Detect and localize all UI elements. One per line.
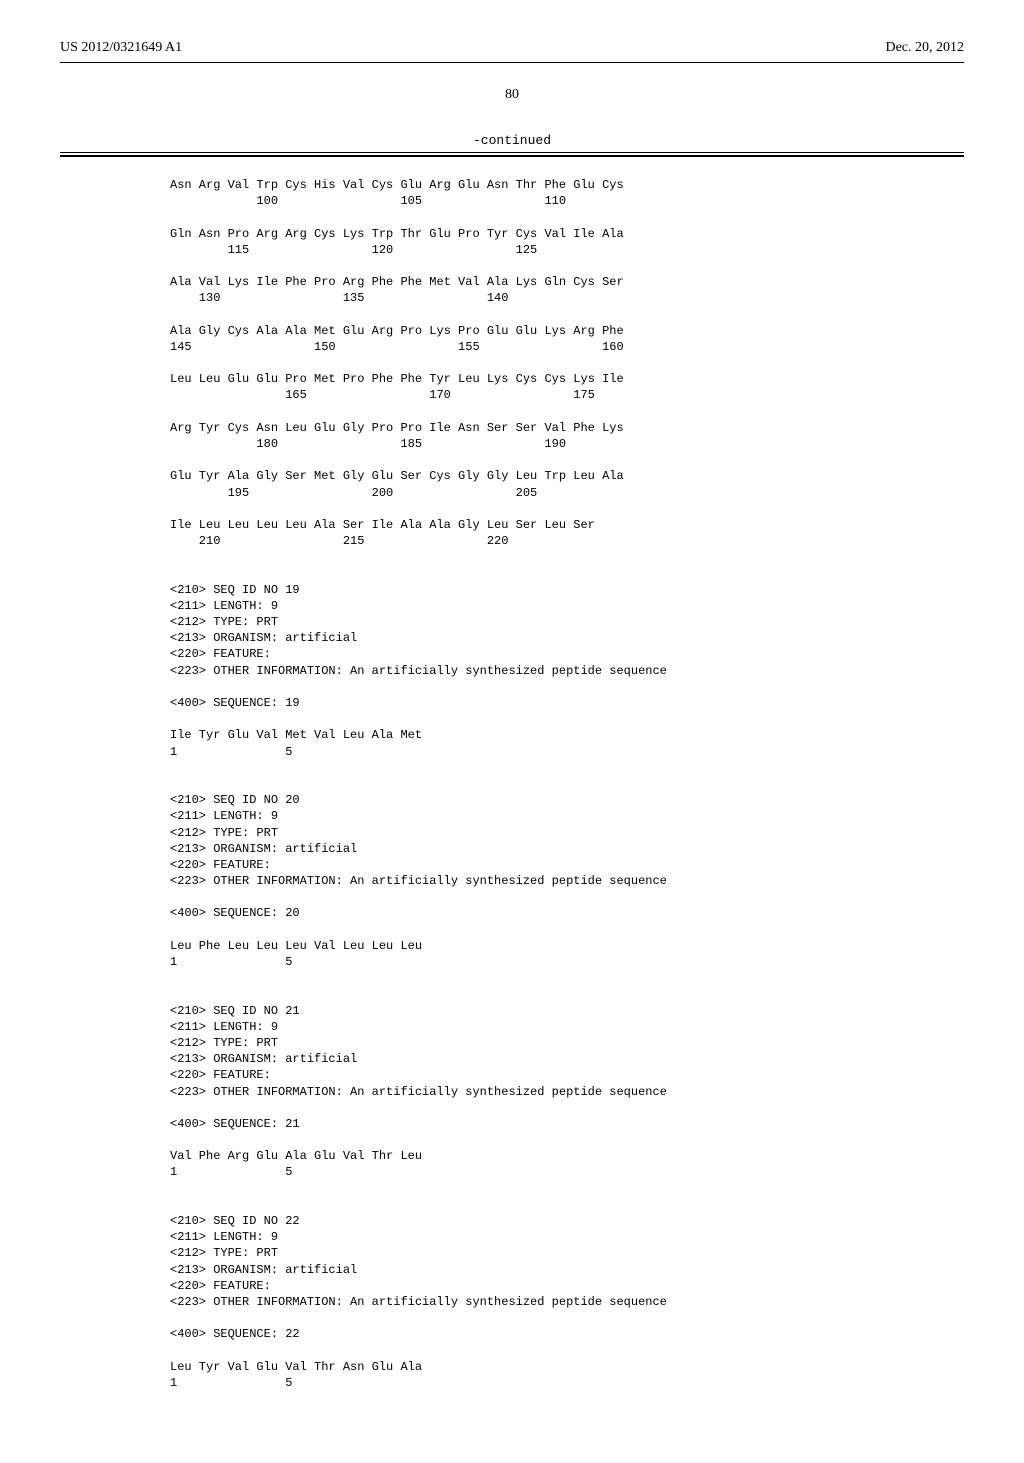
page-header: US 2012/0321649 A1 Dec. 20, 2012 xyxy=(60,40,964,56)
listing-rule-thin xyxy=(60,152,964,153)
continued-label: -continued xyxy=(60,133,964,148)
patent-page: US 2012/0321649 A1 Dec. 20, 2012 80 -con… xyxy=(0,0,1024,1463)
publication-date: Dec. 20, 2012 xyxy=(885,40,964,56)
listing-rule-thick xyxy=(60,155,964,157)
sequence-listing-body: Asn Arg Val Trp Cys His Val Cys Glu Arg … xyxy=(170,177,964,1423)
page-number: 80 xyxy=(60,87,964,103)
publication-number: US 2012/0321649 A1 xyxy=(60,40,182,56)
header-rule xyxy=(60,62,964,63)
